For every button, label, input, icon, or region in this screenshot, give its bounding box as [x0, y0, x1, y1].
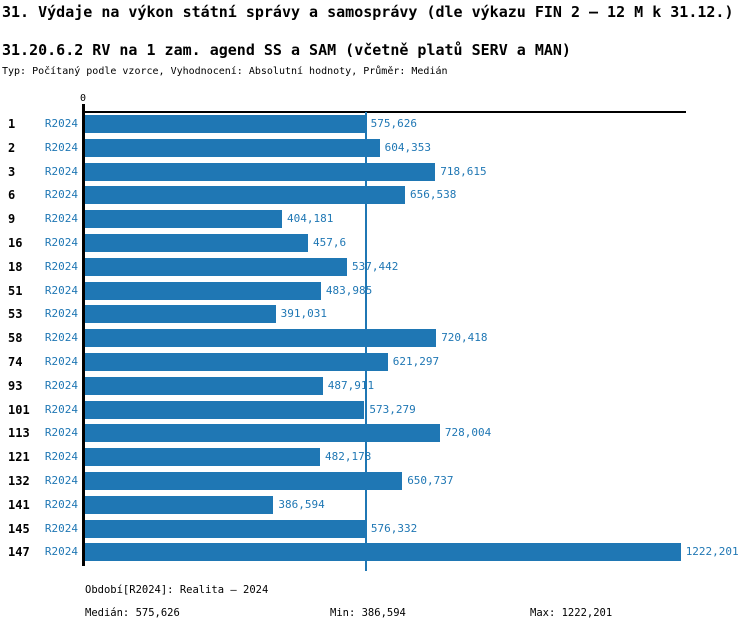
- max-stat: Max: 1222,201: [530, 607, 613, 619]
- x-axis-line: [85, 111, 686, 113]
- bar: [85, 400, 365, 419]
- bar: [85, 519, 366, 538]
- row-category-label: 93: [8, 378, 23, 393]
- row-category-label: 1: [8, 117, 16, 131]
- bar: [85, 424, 440, 443]
- row-series-label: R2024: [44, 402, 78, 416]
- row-series-label: R2024: [44, 426, 78, 440]
- min-stat: Min: 386,594: [330, 607, 406, 619]
- row-category-label: 132: [8, 474, 30, 488]
- bar: [85, 257, 347, 276]
- row-category-label: 16: [8, 236, 23, 250]
- bar-value-label: 386,594: [278, 497, 325, 511]
- row-series-label: R2024: [44, 259, 78, 273]
- bar-value-label: 656,538: [410, 188, 457, 202]
- indicator-title: 31.20.6.2 RV na 1 zam. agend SS a SAM (v…: [2, 41, 571, 59]
- bar-value-label: 483,985: [325, 283, 373, 297]
- bar-value-label: 391,031: [280, 307, 327, 321]
- axis-zero-label: 0: [79, 93, 87, 104]
- bar: [85, 376, 323, 395]
- row-series-label: R2024: [44, 474, 78, 487]
- bar: [85, 305, 276, 324]
- bar: [85, 210, 282, 229]
- bar: [85, 281, 321, 300]
- bar: [85, 234, 308, 252]
- row-category-label: 2: [8, 140, 16, 155]
- bar: [85, 115, 366, 133]
- row-category-label: 147: [8, 545, 30, 560]
- row-series-label: R2024: [44, 307, 78, 321]
- row-series-label: R2024: [44, 140, 78, 154]
- row-series-label: R2024: [44, 283, 78, 297]
- bar: [85, 543, 681, 562]
- bar: [85, 162, 436, 181]
- row-category-label: 121: [8, 450, 30, 465]
- row-category-label: 6: [8, 188, 16, 203]
- bar-value-label: 576,332: [370, 521, 418, 535]
- row-series-label: R2024: [44, 521, 78, 535]
- bar-value-label: 650,737: [407, 474, 454, 487]
- bar: [85, 448, 320, 467]
- row-series-label: R2024: [44, 236, 78, 249]
- bar: [85, 138, 380, 157]
- row-series-label: R2024: [44, 545, 78, 559]
- y-axis-line: [82, 104, 85, 566]
- bar-value-label: 621,297: [392, 355, 440, 368]
- row-category-label: 18: [8, 259, 23, 274]
- row-series-label: R2024: [44, 188, 78, 202]
- row-series-label: R2024: [44, 212, 78, 226]
- bar-value-label: 1222,201: [685, 545, 739, 559]
- bar-value-label: 718,615: [440, 164, 487, 178]
- row-series-label: R2024: [44, 497, 78, 511]
- row-series-label: R2024: [44, 450, 78, 464]
- median-stat: Medián: 575,626: [85, 607, 180, 619]
- row-series-label: R2024: [44, 355, 78, 368]
- bar: [85, 186, 405, 205]
- row-category-label: 9: [8, 212, 16, 227]
- bar-value-label: 575,626: [370, 117, 417, 130]
- bar-value-label: 482,173: [325, 450, 372, 464]
- row-series-label: R2024: [44, 331, 78, 345]
- bar-value-label: 720,418: [441, 331, 488, 345]
- row-series-label: R2024: [44, 378, 78, 392]
- indicator-meta: Typ: Počítaný podle vzorce, Vyhodnocení:…: [2, 66, 448, 77]
- bar-value-label: 404,181: [287, 212, 334, 226]
- row-category-label: 145: [8, 521, 30, 536]
- bar-value-label: 604,353: [384, 140, 431, 154]
- row-category-label: 3: [8, 164, 16, 179]
- bar-value-label: 573,279: [369, 402, 416, 416]
- row-category-label: 101: [8, 402, 30, 417]
- bar-value-label: 728,004: [444, 426, 492, 440]
- row-series-label: R2024: [44, 164, 78, 178]
- bar: [85, 495, 274, 514]
- row-category-label: 53: [8, 307, 23, 322]
- bar-value-label: 487,911: [327, 378, 375, 392]
- row-category-label: 58: [8, 331, 23, 346]
- bar-value-label: 537,442: [352, 259, 399, 273]
- row-category-label: 74: [8, 355, 23, 369]
- row-category-label: 51: [8, 283, 23, 298]
- row-category-label: 113: [8, 426, 30, 441]
- row-category-label: 141: [8, 497, 30, 512]
- bar-value-label: 457,6: [313, 236, 347, 249]
- bar: [85, 329, 437, 348]
- page-title: 31. Výdaje na výkon státní správy a samo…: [2, 3, 734, 21]
- bar: [85, 472, 403, 490]
- row-series-label: R2024: [44, 117, 78, 130]
- period-label: Období[R2024]: Realita – 2024: [85, 584, 269, 596]
- bar: [85, 353, 388, 371]
